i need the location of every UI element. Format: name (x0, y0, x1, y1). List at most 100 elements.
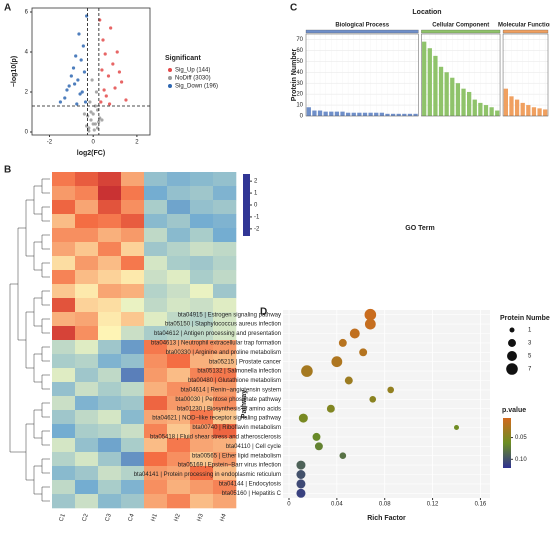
cell (98, 480, 122, 495)
cell (98, 312, 122, 327)
cell (121, 242, 145, 257)
size-legend-swatch (506, 363, 518, 375)
cell (52, 466, 76, 481)
cell (98, 452, 122, 467)
bubble (364, 318, 376, 330)
point (82, 70, 87, 74)
cell (121, 354, 145, 369)
legend-title: Significant (165, 55, 201, 62)
cell (190, 186, 214, 201)
cell (190, 480, 214, 495)
cell (98, 270, 122, 285)
cell (98, 438, 122, 453)
cell (121, 172, 145, 187)
legend-label: Sig_Up (144) (175, 68, 210, 74)
cell (98, 410, 122, 425)
cell (213, 396, 237, 411)
y-tick-label: 70 (296, 37, 303, 43)
dendrogram (25, 423, 34, 481)
cell (190, 214, 214, 229)
cell (213, 340, 237, 355)
point (71, 66, 76, 70)
point (111, 62, 115, 66)
bubble (349, 328, 360, 339)
point (100, 118, 104, 122)
cell (190, 424, 214, 439)
cell (190, 200, 214, 215)
cell (121, 186, 145, 201)
column-label: H2 (174, 513, 182, 523)
cell (52, 340, 76, 355)
cell (52, 368, 76, 383)
dendrogram (25, 311, 34, 369)
size-legend-title: Protein Number (500, 315, 550, 322)
cell (167, 340, 191, 355)
cell (144, 396, 168, 411)
cell (213, 466, 237, 481)
cell (52, 396, 76, 411)
y-tick-label: 2 (25, 90, 29, 96)
colorbar-tick-label: 0 (254, 203, 258, 209)
cell (144, 284, 168, 299)
y-tick-label: 20 (296, 92, 303, 98)
bubble (296, 470, 306, 479)
plot-frame (31, 7, 151, 136)
cell (75, 270, 99, 285)
cell (190, 340, 214, 355)
cell (167, 326, 191, 341)
bar (472, 99, 477, 116)
point (80, 90, 84, 94)
cell (144, 424, 168, 439)
column-label: C1 (59, 513, 67, 523)
cell (52, 326, 76, 341)
cell (75, 172, 99, 187)
bubble (301, 365, 313, 377)
bar (362, 112, 368, 116)
cell (75, 298, 99, 313)
point (81, 44, 85, 48)
cell (144, 382, 168, 397)
cell (144, 494, 168, 509)
bar (334, 111, 340, 116)
cell (190, 312, 214, 327)
dendrogram (41, 234, 50, 250)
dendrogram (33, 241, 42, 271)
cell (144, 452, 168, 467)
cell (98, 200, 122, 215)
chart-title: Location (412, 9, 441, 16)
point (95, 108, 100, 112)
y-tick-label: bta01230 | Biosynthesis of amino acids (177, 406, 281, 412)
point (101, 38, 105, 42)
cell (167, 410, 191, 425)
cell (190, 452, 214, 467)
bubble (296, 479, 306, 489)
point (94, 90, 99, 94)
cell (52, 480, 76, 495)
point (92, 128, 96, 132)
cell (75, 368, 99, 383)
cell (98, 368, 122, 383)
cell (52, 424, 76, 439)
cell (52, 214, 76, 229)
bubble (369, 395, 377, 403)
cell (167, 466, 191, 481)
point (88, 100, 92, 104)
y-axis-label: Protein Number (291, 48, 298, 101)
cell (190, 396, 214, 411)
y-tick-label: bta05132 | Salmonella infection (197, 369, 281, 375)
cell (213, 480, 237, 495)
cell (167, 256, 191, 271)
cell (213, 312, 237, 327)
point (99, 100, 103, 104)
cell (98, 396, 122, 411)
cell (75, 186, 99, 201)
x-tick-label: 0.04 (331, 502, 343, 508)
cell (144, 466, 168, 481)
colorbar-tick-label: 1 (254, 191, 258, 197)
cell (121, 284, 145, 299)
cell (52, 438, 76, 453)
cell (167, 214, 191, 229)
bar (329, 111, 334, 116)
bar (385, 113, 390, 116)
cell (190, 494, 214, 509)
